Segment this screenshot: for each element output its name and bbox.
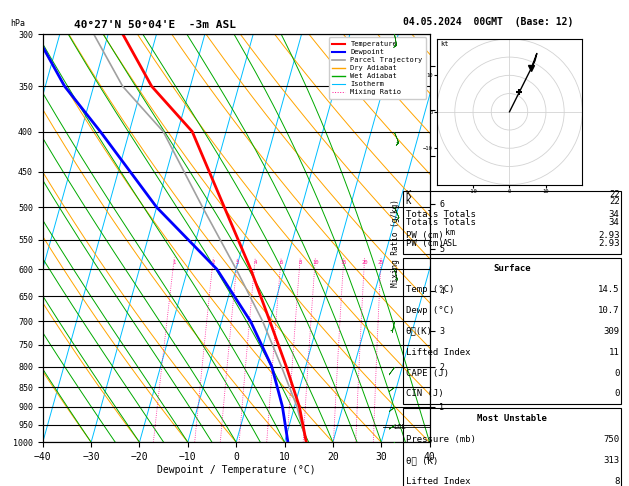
Text: θᴇ(K): θᴇ(K) bbox=[406, 327, 433, 336]
Text: 25: 25 bbox=[377, 260, 384, 265]
Text: 34: 34 bbox=[609, 210, 620, 219]
Text: 11: 11 bbox=[609, 347, 620, 357]
Text: 10.7: 10.7 bbox=[598, 306, 620, 315]
Text: 22: 22 bbox=[609, 197, 620, 207]
Text: hPa: hPa bbox=[10, 19, 25, 28]
Text: 0: 0 bbox=[614, 389, 620, 399]
Text: 3: 3 bbox=[235, 260, 238, 265]
Text: Totals Totals: Totals Totals bbox=[406, 210, 476, 219]
Text: 309: 309 bbox=[603, 327, 620, 336]
Text: Lifted Index: Lifted Index bbox=[406, 347, 470, 357]
Text: 8: 8 bbox=[614, 477, 620, 486]
Text: 2.93: 2.93 bbox=[598, 239, 620, 248]
Text: PW (cm): PW (cm) bbox=[406, 231, 443, 240]
Text: 20: 20 bbox=[361, 260, 367, 265]
Text: θᴇ (K): θᴇ (K) bbox=[406, 456, 438, 465]
Text: 0: 0 bbox=[614, 368, 620, 378]
Legend: Temperature, Dewpoint, Parcel Trajectory, Dry Adiabat, Wet Adiabat, Isotherm, Mi: Temperature, Dewpoint, Parcel Trajectory… bbox=[329, 37, 426, 99]
Text: 14.5: 14.5 bbox=[598, 285, 620, 294]
Text: 40°27'N 50°04'E  -3m ASL: 40°27'N 50°04'E -3m ASL bbox=[74, 20, 236, 31]
Y-axis label: km
ASL: km ASL bbox=[442, 228, 457, 248]
Text: Lifted Index: Lifted Index bbox=[406, 477, 470, 486]
Text: 15: 15 bbox=[340, 260, 347, 265]
Text: Totals Totals: Totals Totals bbox=[406, 218, 476, 227]
Text: Temp (°C): Temp (°C) bbox=[406, 285, 454, 294]
Text: K: K bbox=[406, 190, 411, 199]
Text: Dewp (°C): Dewp (°C) bbox=[406, 306, 454, 315]
Text: 10: 10 bbox=[312, 260, 318, 265]
Text: LCL: LCL bbox=[393, 424, 406, 430]
Text: 34: 34 bbox=[609, 218, 620, 227]
Text: 4: 4 bbox=[253, 260, 257, 265]
Text: 2.93: 2.93 bbox=[598, 231, 620, 240]
Text: CIN (J): CIN (J) bbox=[406, 389, 443, 399]
Text: Most Unstable: Most Unstable bbox=[477, 414, 547, 423]
Text: 22: 22 bbox=[609, 190, 620, 199]
X-axis label: Dewpoint / Temperature (°C): Dewpoint / Temperature (°C) bbox=[157, 465, 316, 475]
Text: 1: 1 bbox=[172, 260, 175, 265]
Text: Surface: Surface bbox=[493, 264, 531, 273]
Text: 6: 6 bbox=[279, 260, 282, 265]
Text: 04.05.2024  00GMT  (Base: 12): 04.05.2024 00GMT (Base: 12) bbox=[403, 17, 573, 27]
Text: Mixing Ratio (g/kg): Mixing Ratio (g/kg) bbox=[391, 199, 399, 287]
Text: Pressure (mb): Pressure (mb) bbox=[406, 435, 476, 444]
Text: 8: 8 bbox=[298, 260, 301, 265]
Text: 750: 750 bbox=[603, 435, 620, 444]
Text: PW (cm): PW (cm) bbox=[406, 239, 443, 248]
Text: 2: 2 bbox=[211, 260, 214, 265]
Text: 313: 313 bbox=[603, 456, 620, 465]
Text: CAPE (J): CAPE (J) bbox=[406, 368, 448, 378]
Text: kt: kt bbox=[440, 41, 448, 47]
Text: K: K bbox=[406, 197, 411, 207]
